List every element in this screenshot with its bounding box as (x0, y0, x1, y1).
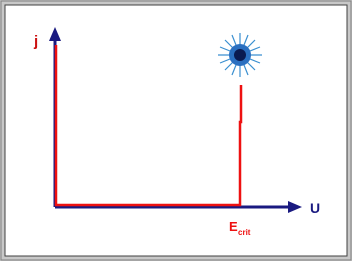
page: j U E crit (() => { const data = JSON.pa… (0, 0, 352, 261)
critical-subscript: crit (238, 228, 251, 237)
y-axis-label: j (33, 33, 38, 50)
critical-label: E (229, 219, 238, 234)
x-axis-label: U (310, 200, 320, 216)
diagram: j U E crit (0, 0, 352, 261)
